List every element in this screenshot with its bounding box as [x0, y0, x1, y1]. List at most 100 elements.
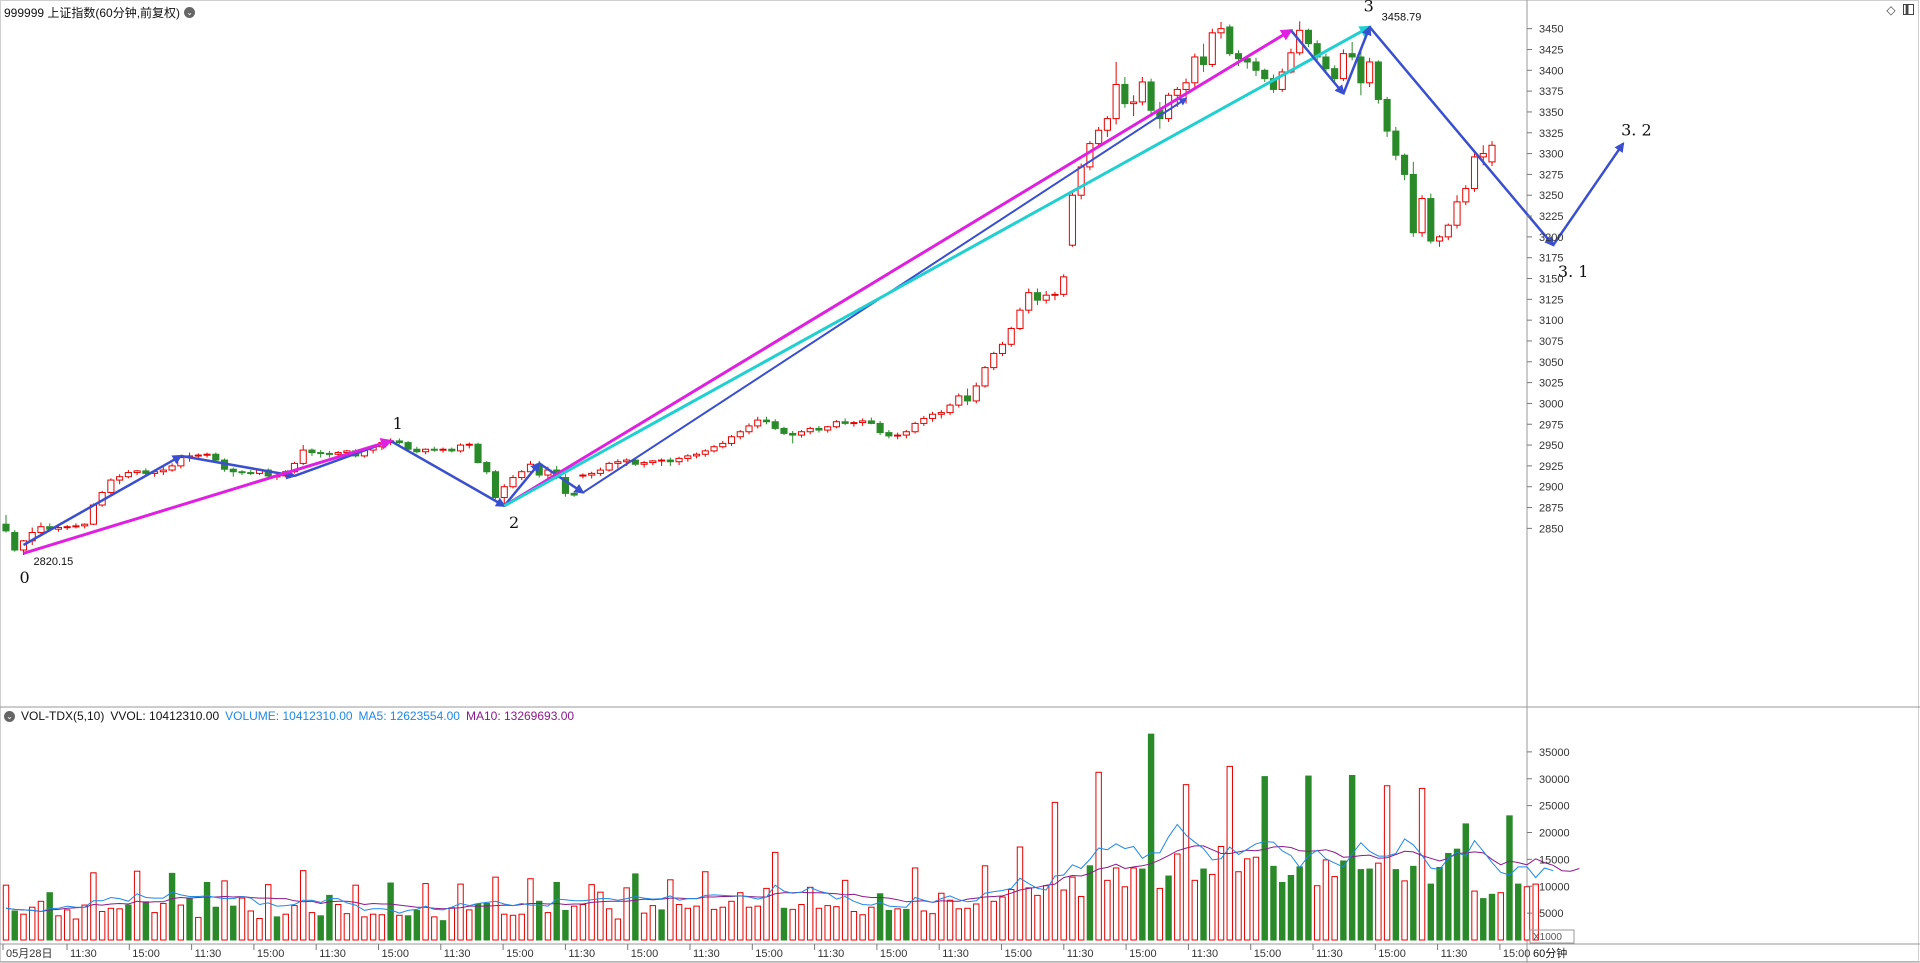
volume-bar	[203, 881, 211, 941]
volume-bar	[684, 907, 692, 941]
volume-bar	[929, 913, 936, 941]
volume-bar	[1095, 771, 1102, 941]
candle-body	[1077, 166, 1085, 196]
volume-tick-label: 5000	[1539, 908, 1563, 920]
candle-body	[1042, 294, 1050, 301]
candle-body	[194, 454, 202, 457]
price-tick-label: 3350	[1539, 107, 1563, 119]
price-tick-label: 3400	[1539, 65, 1563, 77]
volume-dropdown-icon[interactable]: ⌄	[4, 710, 15, 722]
volume-bar	[247, 910, 254, 941]
price-tick-label: 3200	[1539, 232, 1563, 244]
volume-bar	[1322, 859, 1330, 941]
candle-body	[1252, 61, 1260, 71]
volume-bar	[1506, 815, 1513, 941]
volume-bar	[597, 891, 604, 941]
volume-bar	[1340, 860, 1347, 941]
candle-body	[81, 523, 89, 527]
volume-bar	[1462, 823, 1469, 941]
time-tick-label: 11:30	[942, 948, 969, 960]
volume-bar	[981, 865, 989, 941]
volume-bar	[999, 896, 1006, 941]
volume-bar	[1165, 875, 1172, 941]
candle-body	[806, 427, 814, 433]
candle-body	[1095, 129, 1103, 145]
volume-bar	[772, 851, 779, 941]
volume-ma5: MA5: 12623554.00	[358, 709, 460, 723]
volume-bar	[72, 918, 80, 941]
volume-bar	[509, 914, 517, 941]
volume-bar	[570, 905, 578, 941]
candle-body	[745, 425, 753, 433]
candle-body	[885, 432, 893, 437]
candle-body	[1182, 82, 1190, 90]
candle-body	[1068, 194, 1076, 246]
candle-body	[509, 477, 517, 488]
title-dropdown-icon[interactable]: ⌄	[184, 7, 196, 18]
volume-bar	[1209, 873, 1216, 941]
candle-body	[981, 367, 989, 387]
volume-bar	[1480, 898, 1487, 941]
candle-body	[1147, 81, 1155, 111]
volume-tick-label: 20000	[1539, 828, 1570, 840]
panel-toggle-icon[interactable]: ▌	[1903, 4, 1914, 15]
volume-bar	[439, 920, 447, 941]
price-tick-label: 2975	[1539, 419, 1563, 431]
volume-bar	[806, 886, 814, 941]
volume-bar	[1497, 892, 1504, 941]
volume-bar	[518, 913, 525, 941]
candle-body	[37, 526, 45, 534]
time-tick-label: 05月28日	[6, 948, 52, 960]
candle-body	[1357, 56, 1365, 84]
candle-body	[299, 449, 307, 464]
time-tick-label: 11:30	[70, 948, 97, 960]
candle-body	[1401, 154, 1409, 175]
candle-body	[325, 452, 333, 455]
volume-value: VOLUME: 10412310.00	[225, 709, 353, 723]
volume-bar	[649, 905, 657, 941]
candle-body	[491, 471, 500, 499]
wave-segment	[503, 29, 1294, 508]
candle-body	[684, 455, 692, 459]
volume-bar	[1427, 883, 1435, 941]
volume-bar	[431, 916, 438, 941]
volume-bar	[1366, 868, 1373, 941]
volume-bar	[763, 887, 770, 941]
wave-label: 2	[509, 513, 519, 532]
candle-body	[1479, 153, 1487, 158]
candle-body	[395, 440, 403, 444]
volume-bar	[474, 903, 482, 941]
candle-body	[1191, 56, 1199, 84]
candle-body	[990, 352, 998, 369]
chart-title-bar: 999999 上证指数(60分钟,前复权) ⌄	[4, 4, 196, 21]
volume-bar	[212, 906, 219, 941]
volume-bar	[483, 902, 490, 941]
candle-body	[500, 486, 508, 499]
candle-body	[1060, 276, 1068, 295]
volume-bar	[868, 906, 875, 941]
volume-bar	[63, 909, 71, 941]
volume-bar	[973, 903, 980, 941]
volume-bar	[308, 912, 316, 941]
volume-bar	[1235, 871, 1242, 941]
volume-bar	[1060, 889, 1067, 941]
volume-bar	[911, 867, 919, 941]
candle-body	[448, 448, 456, 452]
candle-body	[815, 427, 823, 431]
time-tick-label: 15:00	[880, 948, 908, 960]
wave-label: 3	[1364, 0, 1374, 15]
volume-bar	[151, 912, 158, 941]
candle-body	[1348, 53, 1356, 58]
candle-body	[675, 457, 683, 463]
volume-bar	[955, 908, 962, 941]
candle-body	[771, 421, 779, 429]
diamond-icon[interactable]: ◇	[1886, 3, 1896, 17]
candle-body	[649, 460, 657, 464]
candle-body	[474, 443, 482, 464]
volume-bar	[536, 900, 543, 941]
volume-bar	[1112, 867, 1120, 941]
volume-bar	[675, 904, 683, 941]
volume-bar	[667, 879, 674, 941]
